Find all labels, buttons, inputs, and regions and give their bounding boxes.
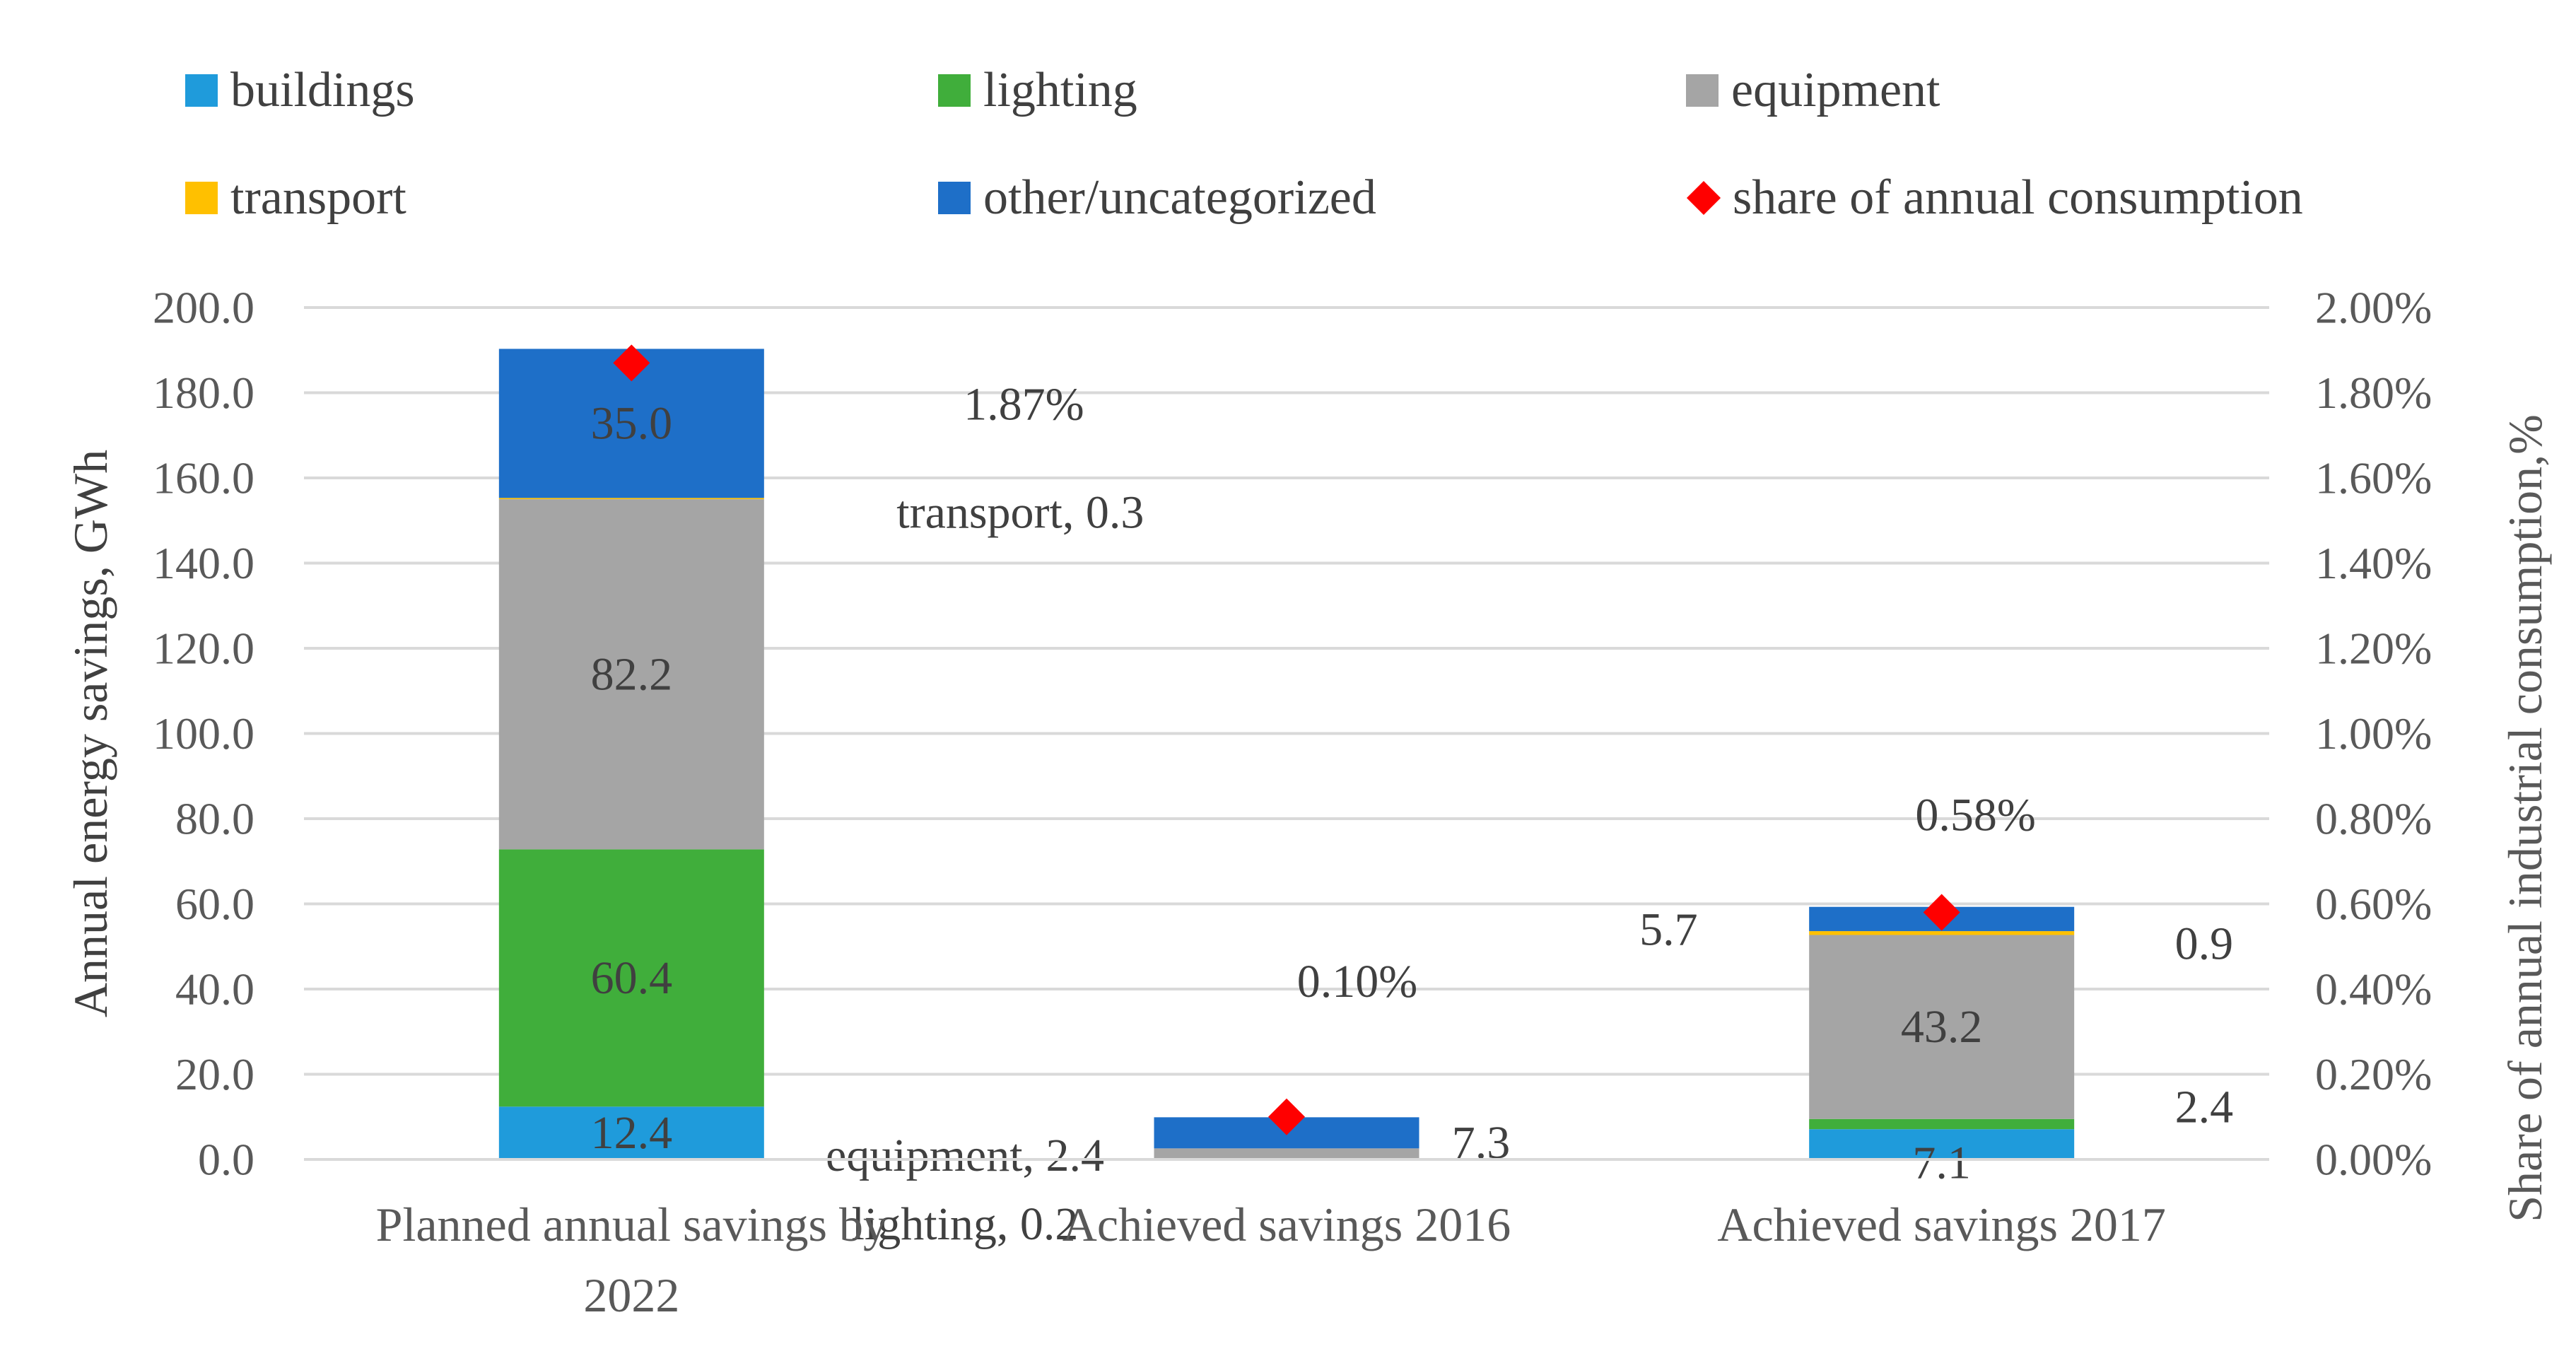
y2-axis-title: Share of annual industrial consumption,% [2498,414,2552,1222]
share-data-label: 0.58% [1915,790,2035,841]
data-label: 5.7 [1639,904,1698,955]
bar-segment-transport [498,498,764,500]
legend-label-buildings: buildings [230,63,415,117]
y2-tick-label: 0.20% [2315,1049,2432,1099]
share-marker [613,344,650,382]
data-label: 7.1 [1912,1138,1971,1189]
bar-segment-buildings [498,1106,764,1159]
x-category-label: 2022 [583,1268,679,1322]
data-label: equipment, 2.4 [826,1130,1104,1181]
y-tick-label: 120.0 [153,624,254,674]
y2-tick-label: 0.40% [2315,964,2432,1015]
y-tick-label: 200.0 [153,283,254,333]
share-markers [613,344,1960,1135]
bar-segment-equipment [1809,935,2075,1119]
legend-swatch-lighting [938,74,971,107]
data-label: lighting, 0.2 [852,1198,1079,1250]
legend-label-share: share of annual consumption [1733,170,2303,225]
data-label: 43.2 [1901,1001,1983,1053]
y-tick-label: 20.0 [175,1049,254,1099]
y-tick-label: 160.0 [153,453,254,503]
y2-tick-label: 0.80% [2315,794,2432,844]
data-label: 35.0 [591,397,673,449]
bar-segment-equipment [498,499,764,850]
legend-item-lighting: lighting [938,62,1137,119]
x-category-label: Planned annual savings by [376,1198,887,1251]
y-tick-label: 40.0 [175,964,254,1015]
bar-segment-equipment [1154,1148,1419,1159]
x-category-label: Achieved savings 2016 [1062,1198,1511,1251]
data-label: 0.9 [2175,918,2234,969]
data-label: transport, 0.3 [896,487,1144,539]
y-tick-label: 0.0 [198,1135,254,1185]
legend-swatch-transport [185,182,218,214]
legend-label-equipment: equipment [1731,63,1940,117]
share-marker [1923,894,1960,931]
x-category-label: Achieved savings 2017 [1717,1198,2166,1251]
legend-label-transport: transport [230,170,406,225]
data-label: 2.4 [2175,1081,2234,1133]
data-label: 12.4 [591,1107,673,1159]
y2-tick-label: 2.00% [2315,283,2432,333]
y-tick-label: 140.0 [153,538,254,588]
y2-tick-label: 0.60% [2315,879,2432,929]
share-data-label: 0.10% [1297,956,1417,1007]
bar-segment-lighting [498,849,764,1107]
y-tick-label: 100.0 [153,708,254,759]
y2-tick-label: 1.80% [2315,368,2432,418]
share-data-label: 1.87% [964,378,1084,430]
y2-tick-label: 1.20% [2315,624,2432,674]
y2-tick-label: 0.00% [2315,1135,2432,1185]
y-tick-label: 60.0 [175,879,254,929]
data-label: 82.2 [591,648,673,700]
share-marker [1268,1098,1305,1135]
bar-segment-buildings [1809,1129,2075,1159]
bar-stacks [498,349,2075,1159]
legend-item-share: share of annual consumption [1686,170,2303,226]
legend-label-other: other/uncategorized [983,170,1376,225]
y2-tick-label: 1.60% [2315,453,2432,503]
legend-item-buildings: buildings [185,62,415,119]
y-tick-label: 180.0 [153,368,254,418]
legend-swatch-equipment [1686,74,1719,107]
bar-segment-lighting [1809,1118,2075,1130]
y2-tick-label: 1.40% [2315,538,2432,588]
y2-tick-label: 1.00% [2315,708,2432,759]
data-labels: 1.87% 0.10% 0.58% 12.4 60.4 82.2 transport, 0.… [591,378,2234,1250]
legend-swatch-buildings [185,74,218,107]
legend-item-transport: transport [185,170,406,226]
y-axis-title: Annual energy savings, GWh [64,450,117,1017]
axes: 0.0 20.0 40.0 60.0 80.0 100.0 120.0 140.0 160.0 1… [64,283,2552,1323]
legend-item-equipment: equipment [1686,62,1940,119]
y-tick-label: 80.0 [175,794,254,844]
legend-label-lighting: lighting [983,63,1137,117]
legend-swatch-other [938,182,971,214]
legend-item-other: other/uncategorized [938,170,1376,226]
bar-segment-transport [1809,931,2075,935]
data-label: 60.4 [591,952,673,1004]
legend: buildings lighting equipment transport o… [0,0,2576,233]
